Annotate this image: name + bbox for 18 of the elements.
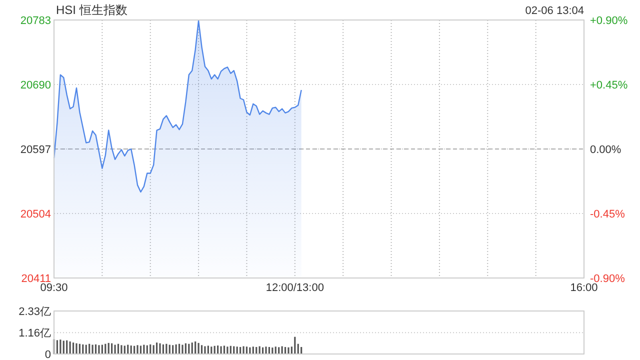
y2-tick-label: -0.90%	[590, 273, 626, 285]
y-tick-label: 1.16亿	[18, 328, 51, 340]
x-tick-label: 09:30	[40, 282, 68, 294]
x-tick-label: 16:00	[570, 282, 598, 294]
text: 02-06 13:04	[525, 5, 584, 17]
y-tick-label: 20411	[21, 273, 51, 285]
y2-tick-label: 0.00%	[590, 144, 622, 156]
y-tick-label: 0	[44, 349, 51, 360]
y-tick-label: 20783	[20, 15, 51, 27]
y-tick-label: 20597	[20, 144, 51, 156]
y-tick-label: 2.33亿	[18, 306, 51, 318]
y2-tick-label: +0.90%	[590, 15, 628, 27]
x-tick-label: 12:00/13:00	[266, 282, 324, 294]
y-tick-label: 20690	[20, 80, 51, 92]
y-tick-label: 20504	[20, 208, 51, 220]
chart-title: HSI 恒生指数	[56, 3, 128, 17]
y2-tick-label: -0.45%	[590, 208, 626, 220]
y2-tick-label: +0.45%	[590, 80, 628, 92]
